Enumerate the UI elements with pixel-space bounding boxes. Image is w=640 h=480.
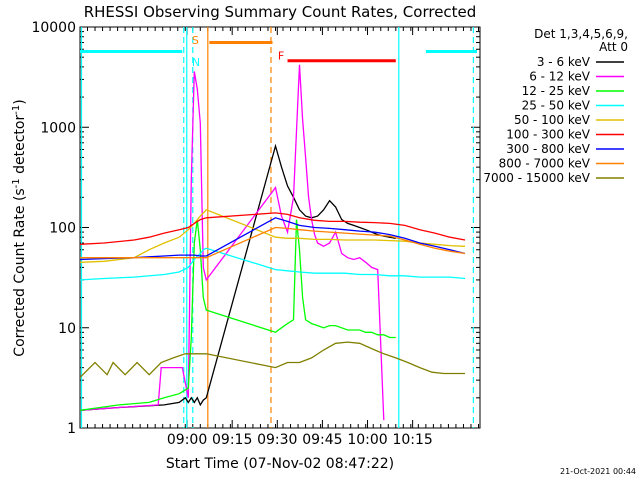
annotation-label: S <box>192 34 199 47</box>
y-axis-label-part: ) <box>12 99 28 104</box>
y-tick-label: 1000 <box>40 120 76 136</box>
y-tick-label: 10 <box>58 321 76 337</box>
y-tick-label: 100 <box>49 221 76 237</box>
legend-entry: 100 - 300 keV <box>506 128 590 142</box>
series-line <box>80 143 396 411</box>
series-line <box>80 217 466 261</box>
x-axis-label: Start Time (07-Nov-02 08:47:22) <box>166 456 394 472</box>
x-tick-label: 09:30 <box>257 432 297 448</box>
y-tick-label: 1 <box>67 421 76 437</box>
chart-title: RHESSI Observing Summary Count Rates, Co… <box>84 3 477 21</box>
y-axis-label-part: -1 <box>11 105 22 115</box>
legend-entry: 3 - 6 keV <box>537 55 591 69</box>
legend-entry: 6 - 12 keV <box>529 70 591 84</box>
y-axis-label: Corrected Count Rate (s-1 detector-1) <box>11 99 28 356</box>
legend-entry: 300 - 800 keV <box>506 142 590 156</box>
x-tick-label: 09:00 <box>167 432 207 448</box>
x-tick-label: 10:15 <box>392 432 432 448</box>
annotation-label: N <box>192 56 200 69</box>
series-line <box>80 226 466 259</box>
legend-entry: 800 - 7000 keV <box>499 157 591 171</box>
series-line <box>80 341 465 378</box>
x-tick-label: 10:00 <box>347 432 387 448</box>
x-tick-label: 09:45 <box>302 432 342 448</box>
series-line <box>80 64 385 421</box>
series-line <box>80 247 466 281</box>
y-axis-label-part: detector <box>12 115 28 179</box>
series-line <box>80 219 396 411</box>
x-tick-label: 09:15 <box>212 432 252 448</box>
legend-header: Det 1,3,4,5,6,9, <box>534 27 628 41</box>
y-axis-label-part: Corrected Count Rate (s <box>12 188 28 356</box>
series-line <box>80 212 466 245</box>
legend-entry: 12 - 25 keV <box>522 84 591 98</box>
legend-entry: 7000 - 15000 keV <box>483 171 590 185</box>
legend-header: Att 0 <box>599 40 628 54</box>
timestamp-footer: 21-Oct-2021 00:44 <box>560 467 636 476</box>
series-line <box>80 209 466 263</box>
annotation-label: F <box>278 49 284 62</box>
legend-entry: 25 - 50 keV <box>522 99 591 113</box>
y-tick-label: 10000 <box>31 20 76 36</box>
legend-entry: 50 - 100 keV <box>514 113 591 127</box>
y-axis-label-part: -1 <box>11 178 22 188</box>
